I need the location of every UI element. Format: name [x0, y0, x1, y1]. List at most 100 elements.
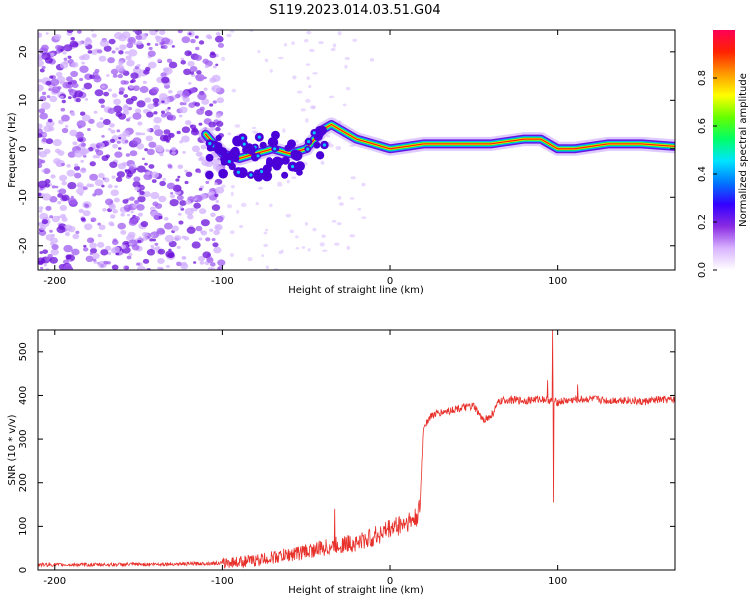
ridge-band: [204, 123, 675, 160]
noise-blob: [58, 188, 67, 195]
noise-blob: [334, 242, 340, 246]
noise-blob: [263, 231, 268, 235]
noise-blob: [168, 61, 178, 69]
noise-blob: [180, 57, 185, 61]
noise-blob: [169, 198, 179, 207]
noise-blob: [130, 210, 134, 214]
noise-blob: [344, 64, 348, 69]
noise-blob: [196, 108, 205, 115]
ridge-blob: [262, 164, 272, 174]
noise-blob: [79, 111, 86, 116]
noise-blob: [295, 235, 299, 239]
noise-blob: [184, 50, 192, 57]
y-tick-label: 200: [18, 473, 29, 492]
noise-blob: [159, 30, 166, 35]
noise-blob: [141, 132, 146, 136]
noise-blob: [216, 121, 224, 127]
noise-blob: [146, 111, 154, 118]
noise-blob: [110, 129, 116, 134]
noise-blob: [51, 244, 59, 250]
noise-blob: [166, 58, 173, 63]
noise-blob: [89, 161, 96, 167]
noise-blob: [150, 191, 160, 200]
noise-blob: [214, 193, 219, 197]
noise-blob: [96, 49, 103, 54]
noise-blob: [82, 247, 89, 252]
noise-blob: [55, 185, 59, 189]
noise-blob: [159, 180, 166, 187]
noise-blob: [161, 110, 165, 114]
noise-blob: [128, 84, 134, 89]
ridge-blob-core: [208, 141, 212, 146]
noise-blob: [176, 261, 182, 267]
noise-blob: [215, 215, 224, 223]
noise-blob: [205, 160, 213, 168]
noise-blob: [38, 59, 44, 67]
x-tick-label: 0: [387, 576, 393, 587]
noise-blob: [188, 82, 192, 85]
noise-blob: [127, 231, 136, 238]
noise-blob: [116, 129, 121, 133]
x-tick-label: -100: [211, 576, 234, 587]
noise-blob: [124, 50, 129, 55]
noise-blob: [165, 264, 170, 269]
ridge-blob: [317, 125, 327, 136]
ridge-blob: [315, 151, 325, 160]
ridge-blob: [281, 156, 290, 165]
noise-blob: [210, 126, 216, 131]
noise-blob: [109, 214, 116, 219]
noise-blob: [312, 72, 318, 75]
noise-blob: [69, 40, 79, 48]
noise-blob: [300, 108, 306, 112]
noise-blob: [304, 222, 309, 226]
noise-blob: [322, 249, 328, 253]
noise-blob: [146, 42, 151, 46]
noise-blob: [111, 50, 116, 54]
noise-blob: [129, 150, 138, 157]
noise-blob: [59, 81, 65, 85]
noise-blob: [41, 193, 52, 201]
noise-blob: [136, 100, 146, 108]
noise-blob: [109, 138, 116, 144]
noise-blob: [182, 150, 186, 154]
ridge-blob: [218, 147, 228, 156]
noise-blob: [190, 38, 196, 44]
noise-blob: [107, 127, 112, 131]
noise-blob: [177, 212, 182, 216]
noise-blob: [111, 175, 116, 179]
noise-blob: [108, 204, 116, 210]
noise-blob: [171, 225, 180, 232]
noise-blob: [130, 95, 138, 102]
noise-blob: [47, 118, 53, 123]
noise-blob: [88, 118, 95, 124]
noise-blob: [226, 33, 232, 38]
noise-blob: [63, 263, 72, 270]
noise-blob: [196, 70, 202, 75]
noise-blob: [187, 60, 195, 67]
noise-blob: [49, 75, 54, 79]
noise-blob: [73, 165, 81, 171]
colorbar-tick-label: 0.0: [697, 262, 708, 278]
noise-blob: [57, 150, 65, 156]
noise-blob: [269, 203, 273, 208]
noise-blob: [128, 166, 135, 172]
noise-blob: [231, 184, 235, 189]
noise-blob: [49, 229, 53, 233]
spectrogram-y-ticks: -20 -10 0 10 20: [18, 45, 675, 254]
noise-blob: [85, 255, 94, 263]
noise-blob: [63, 47, 68, 51]
noise-blob: [185, 171, 193, 178]
noise-blob: [129, 196, 135, 201]
noise-blob: [346, 86, 351, 91]
noise-blob: [63, 57, 68, 61]
noise-blob: [67, 55, 72, 59]
noise-blob: [43, 168, 51, 174]
noise-blob: [190, 128, 200, 136]
noise-blob: [213, 182, 218, 186]
noise-blob: [87, 127, 91, 132]
noise-blob: [91, 33, 97, 38]
noise-blob: [132, 112, 142, 120]
noise-blob: [57, 201, 62, 205]
noise-blob: [70, 70, 79, 78]
noise-blob: [158, 215, 163, 220]
